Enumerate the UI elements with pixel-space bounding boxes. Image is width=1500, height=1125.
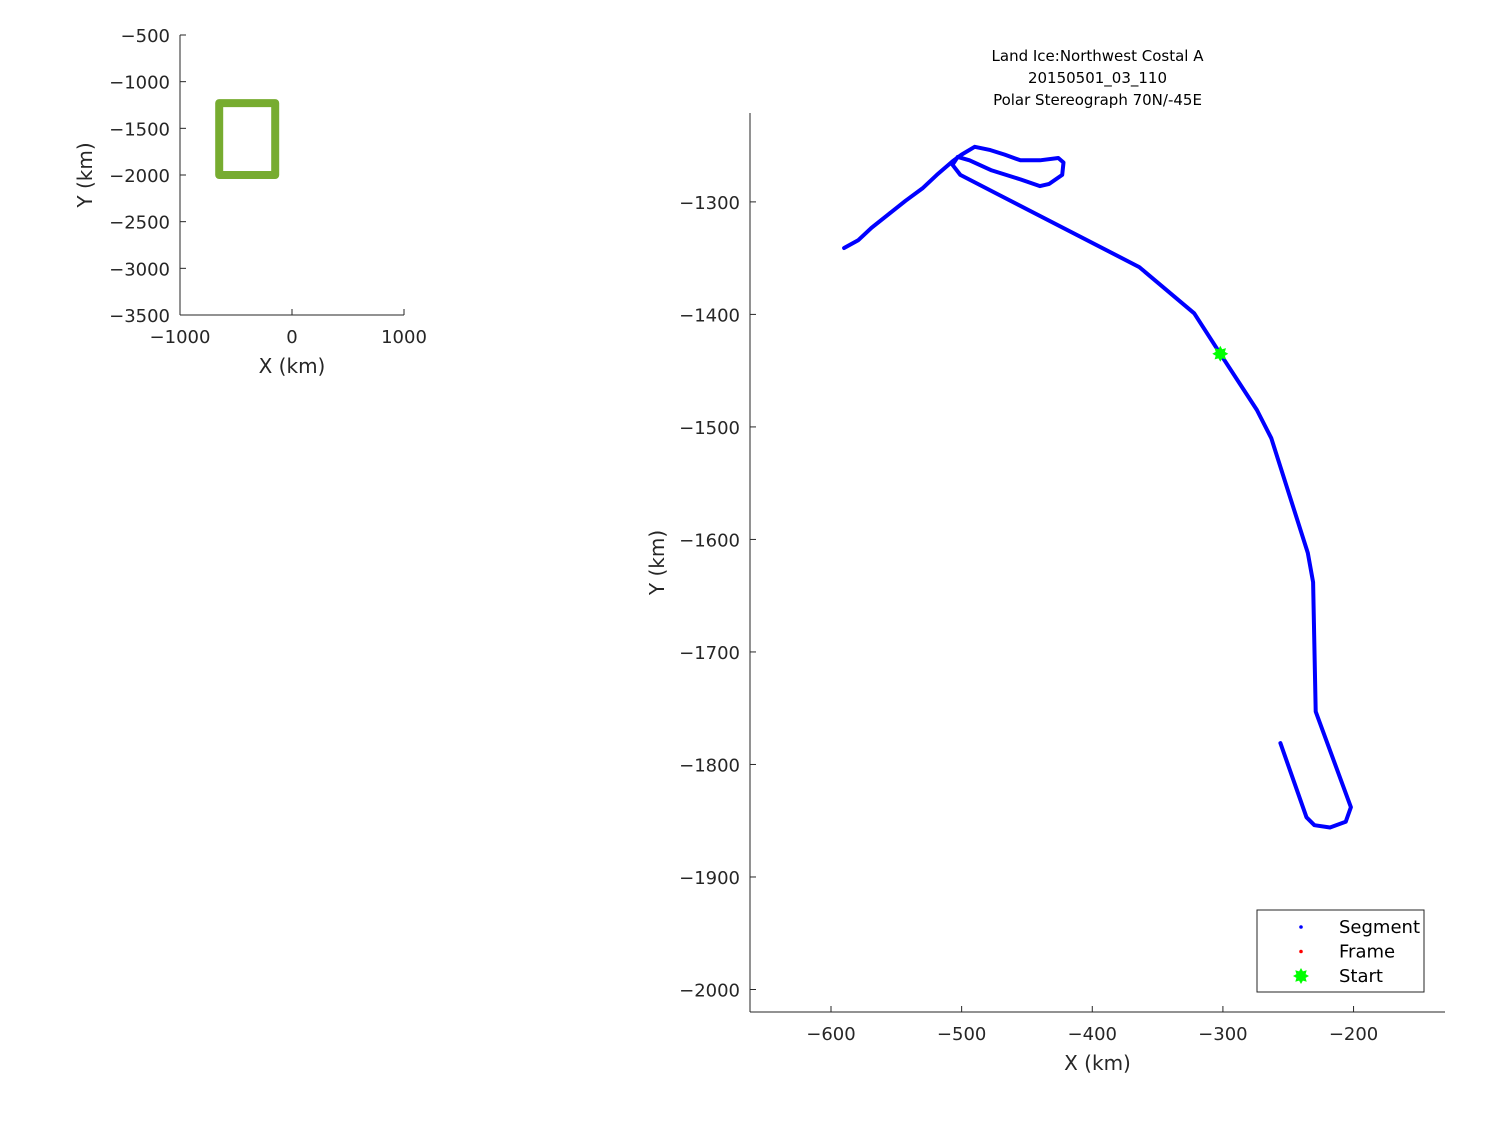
y-axis-label: Y (km) <box>645 530 669 596</box>
chart-title-line: Land Ice:Northwest Costal A <box>992 47 1205 65</box>
y-tick-label: −1400 <box>679 305 740 326</box>
y-tick-label: −3000 <box>109 259 170 280</box>
segment-track-line <box>842 144 1353 830</box>
y-axis-label: Y (km) <box>73 142 97 208</box>
legend-label: Frame <box>1339 942 1395 963</box>
x-axis-label: X (km) <box>259 354 326 378</box>
y-tick-label: −3500 <box>109 306 170 327</box>
x-tick-label: −1000 <box>150 327 211 348</box>
y-tick-label: −1800 <box>679 755 740 776</box>
chart-title-line: Polar Stereograph 70N/-45E <box>993 91 1202 109</box>
y-tick-label: −2000 <box>679 980 740 1001</box>
y-tick-label: −1600 <box>679 530 740 551</box>
legend-box <box>1256 909 1425 993</box>
x-tick-label: 1000 <box>381 327 427 348</box>
x-tick-label: −300 <box>1198 1024 1247 1045</box>
y-tick-label: −2000 <box>109 166 170 187</box>
x-tick-label: −400 <box>1068 1024 1117 1045</box>
y-tick-label: −1000 <box>109 73 170 94</box>
legend: Segment Frame Start <box>1256 909 1425 993</box>
legend-start-icon <box>1293 968 1309 984</box>
y-tick-label: −1500 <box>109 119 170 140</box>
x-axis-label: X (km) <box>1064 1051 1131 1075</box>
y-tick-label: −2500 <box>109 213 170 234</box>
y-tick-label: −1500 <box>679 418 740 439</box>
start-marker <box>1212 345 1229 362</box>
y-tick-label: −500 <box>121 26 170 47</box>
legend-label: Segment <box>1339 917 1420 938</box>
x-tick-label: −600 <box>806 1024 855 1045</box>
y-tick-label: −1700 <box>679 643 740 664</box>
y-tick-label: −1900 <box>679 868 740 889</box>
y-tick-label: −1300 <box>679 193 740 214</box>
legend-label: Start <box>1339 966 1383 987</box>
x-tick-label: −200 <box>1329 1024 1378 1045</box>
x-tick-label: 0 <box>286 327 297 348</box>
legend-frame-icon <box>1299 949 1303 954</box>
legend-segment-icon <box>1299 925 1303 929</box>
overview-track-line <box>215 99 280 179</box>
chart-title-line: 20150501_03_110 <box>1028 69 1167 88</box>
overview-map-axes: −1000 0 1000 −500 −1000 −1500 −2000 −2500 −3000 −… <box>73 26 427 378</box>
x-tick-label: −500 <box>937 1024 986 1045</box>
flight-track-axes: −600 −500 −400 −300 −200 −1300 −1400 −1500 −1600… <box>645 47 1445 1075</box>
